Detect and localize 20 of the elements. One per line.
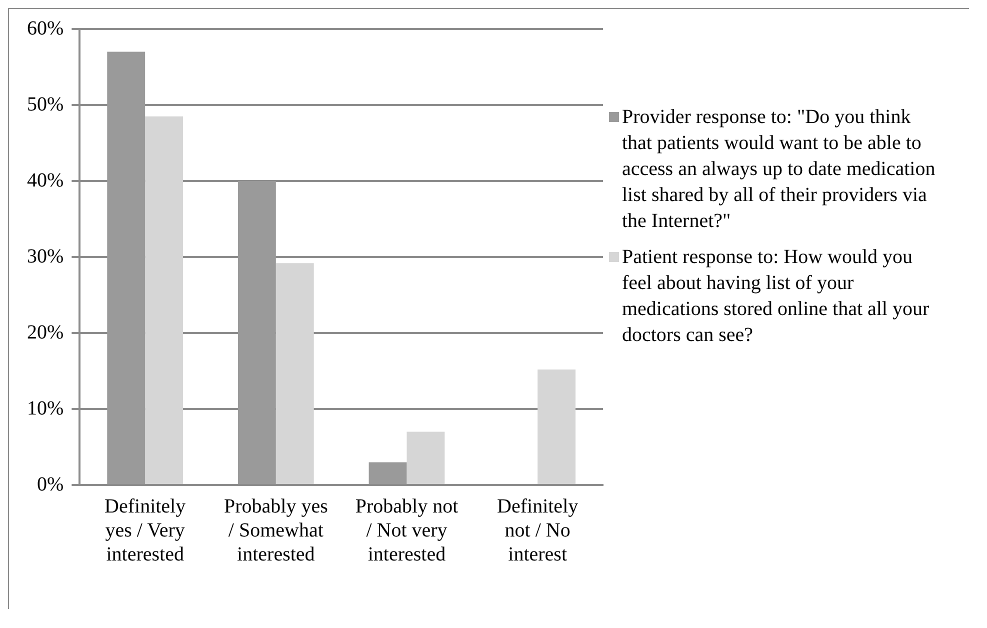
bar bbox=[406, 432, 445, 484]
y-tick-label: 20% bbox=[26, 321, 64, 344]
bar bbox=[538, 369, 576, 484]
bar bbox=[368, 462, 407, 484]
legend-label: Patient response to: How would you feel about having list of your medications stored online that all your doctors can see? bbox=[622, 245, 930, 348]
legend-label: Provider response to: "Do you think that patients would want to be able to access an always up to date medication list shared by all of their providers via the Internet?" bbox=[622, 105, 936, 234]
bar bbox=[276, 263, 314, 484]
y-tick-label: 30% bbox=[26, 245, 64, 268]
y-tick-label: 40% bbox=[26, 169, 64, 192]
y-tick-label: 0% bbox=[36, 473, 64, 496]
y-tick-label: 10% bbox=[26, 397, 64, 420]
y-tick-label: 50% bbox=[26, 93, 64, 116]
x-tick-label: Probably not / Not very interested bbox=[355, 495, 459, 566]
bar bbox=[238, 181, 276, 484]
x-tick-label: Definitely yes / Very interested bbox=[104, 495, 186, 566]
x-tick-label: Definitely not / No interest bbox=[497, 495, 578, 566]
y-tick-label: 60% bbox=[26, 17, 64, 40]
x-tick-label: Probably yes / Somewhat interested bbox=[224, 495, 328, 566]
bar bbox=[145, 116, 184, 484]
bar bbox=[107, 52, 146, 484]
